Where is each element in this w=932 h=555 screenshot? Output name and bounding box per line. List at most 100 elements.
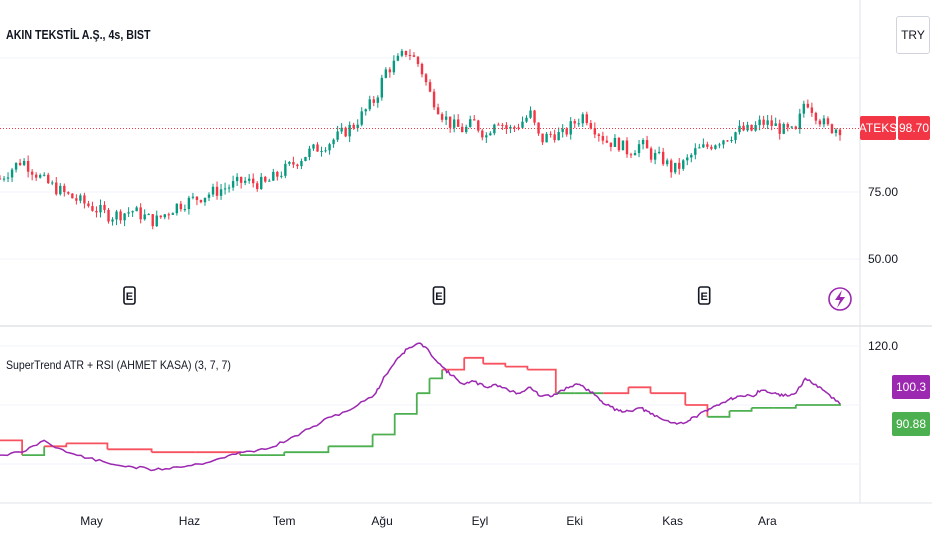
candle-body	[609, 142, 613, 147]
supertrend-line-segment	[483, 362, 507, 367]
candle-body	[465, 126, 468, 133]
candle-body	[593, 128, 597, 135]
candle-body	[380, 77, 384, 98]
candle-body	[605, 140, 609, 143]
candle-body	[215, 186, 219, 196]
candle-body	[30, 171, 34, 175]
candle-body	[352, 124, 355, 129]
candle-body	[400, 50, 404, 56]
candle-body	[690, 154, 693, 158]
indicator-title: SuperTrend ATR + RSI (AHMET KASA) (3, 7,…	[6, 358, 231, 372]
last-price-badge: 98.70	[898, 116, 930, 140]
candle-body	[376, 97, 379, 103]
candle-body	[509, 126, 512, 129]
candle-body	[247, 178, 251, 181]
candle-body	[312, 144, 315, 149]
candle-body	[179, 203, 183, 210]
candle-body	[682, 160, 685, 169]
candle-body	[645, 140, 649, 149]
candle-body	[541, 133, 544, 143]
candle-body	[633, 153, 637, 156]
candle-body	[119, 211, 122, 221]
candle-body	[641, 140, 645, 145]
candle-body	[123, 213, 126, 221]
candle-body	[448, 116, 452, 128]
supertrend-line-segment	[707, 410, 731, 418]
candle-body	[750, 124, 753, 131]
candle-body	[227, 187, 231, 189]
candle-body	[67, 192, 70, 194]
candle-body	[143, 214, 146, 220]
supertrend-line-segment	[394, 393, 418, 415]
candle-body	[573, 121, 576, 124]
supertrend-line-segment	[66, 442, 109, 450]
candle-body	[243, 180, 247, 183]
candle-body	[219, 189, 223, 196]
candle-body	[444, 116, 448, 120]
rsi-value-badge: 100.3	[892, 375, 930, 399]
candle-body	[629, 154, 633, 156]
candle-body	[18, 162, 22, 166]
candle-body	[87, 203, 90, 207]
candle-body	[428, 82, 432, 92]
candle-body	[774, 123, 777, 126]
candle-body	[625, 140, 629, 155]
candle-body	[742, 125, 745, 131]
candle-body	[396, 55, 400, 61]
earnings-marker	[123, 286, 136, 305]
candle-body	[553, 134, 556, 141]
time-tick-label: Eyl	[472, 514, 489, 528]
candle-body	[706, 144, 709, 147]
earnings-marker	[697, 286, 711, 305]
candle-body	[75, 198, 78, 201]
candle-body	[493, 124, 496, 134]
candle-body	[794, 126, 797, 130]
time-tick-label: Ağu	[371, 514, 392, 528]
candle-body	[810, 107, 814, 113]
candle-body	[392, 60, 396, 73]
candle-body	[91, 206, 94, 211]
candle-body	[167, 214, 171, 216]
indicator-tick-label: 120.0	[868, 339, 898, 353]
earnings-marker-label: E	[435, 291, 442, 303]
candle-body	[718, 144, 721, 146]
candle-body	[328, 144, 331, 151]
supertrend-line-segment	[0, 439, 23, 456]
candle-body	[412, 55, 416, 57]
candle-body	[710, 146, 713, 149]
candle-body	[71, 193, 74, 199]
candle-body	[533, 110, 536, 123]
supertrend-line-segment	[650, 392, 687, 405]
candle-body	[481, 130, 484, 138]
candle-body	[798, 113, 802, 130]
candle-body	[661, 151, 665, 165]
time-tick-label: Haz	[179, 514, 200, 528]
time-tick-label: Tem	[273, 514, 296, 528]
candle-body	[814, 112, 818, 121]
candle-body	[163, 214, 166, 218]
candle-body	[344, 127, 347, 137]
supertrend-line-segment	[22, 446, 46, 456]
candle-body	[296, 164, 299, 167]
candle-body	[485, 135, 488, 138]
supertrend-line-segment	[729, 407, 753, 412]
candle-body	[790, 126, 793, 128]
candle-body	[356, 124, 359, 129]
candle-body	[284, 163, 287, 176]
candle-body	[404, 50, 408, 56]
candle-body	[545, 133, 548, 143]
supertrend-line-segment	[416, 378, 431, 395]
supertrend-line-segment	[773, 405, 797, 409]
currency-button[interactable]: TRY	[896, 16, 930, 54]
supertrend-line-segment	[603, 387, 630, 395]
candle-body	[159, 215, 162, 218]
candle-body	[103, 204, 106, 210]
ticker-badge: ATEKS	[859, 116, 897, 140]
candle-body	[340, 127, 343, 132]
candle-body	[95, 210, 98, 213]
candle-body	[818, 120, 822, 125]
candle-body	[521, 121, 524, 128]
candle-body	[517, 127, 520, 129]
